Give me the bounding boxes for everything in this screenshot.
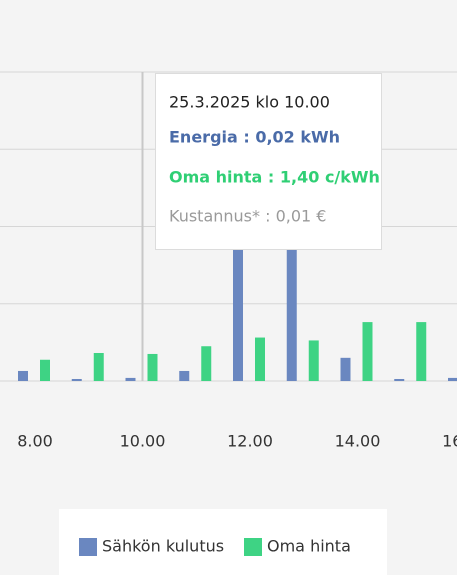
tooltip: 25.3.2025 klo 10.00 Energia : 0,02 kWh Oma… — [155, 73, 382, 250]
bar — [40, 359, 50, 381]
bar — [93, 352, 104, 381]
x-tick-label: 16.00 — [442, 432, 457, 451]
bar — [201, 346, 212, 381]
legend-swatch — [79, 538, 97, 556]
bar — [416, 322, 427, 381]
tooltip-line: Kustannus* : 0,01 € — [169, 207, 326, 226]
bar — [394, 378, 405, 381]
legend-swatch — [244, 538, 262, 556]
x-tick-label: 14.00 — [335, 432, 381, 451]
bar — [233, 180, 243, 381]
bar — [448, 377, 457, 381]
bar — [71, 378, 82, 381]
bar — [18, 370, 28, 381]
x-tick-label: 8.00 — [17, 432, 53, 451]
legend-label: Sähkön kulutus — [102, 537, 224, 556]
legend-box — [59, 509, 387, 575]
tooltip-line: Oma hinta : 1,40 c/kWh — [169, 168, 380, 187]
bar — [255, 337, 265, 381]
x-tick-label: 12.00 — [227, 432, 273, 451]
bar — [147, 353, 158, 381]
bar — [308, 340, 319, 381]
bar — [286, 195, 297, 381]
legend-label: Oma hinta — [267, 537, 351, 556]
bar — [340, 357, 351, 381]
tooltip-line: Energia : 0,02 kWh — [169, 128, 340, 147]
bar — [125, 377, 136, 381]
tooltip-box — [155, 73, 382, 250]
bar — [179, 370, 190, 381]
x-tick-label: 10.00 — [120, 432, 166, 451]
tooltip-title: 25.3.2025 klo 10.00 — [169, 93, 330, 112]
bar — [362, 322, 373, 381]
